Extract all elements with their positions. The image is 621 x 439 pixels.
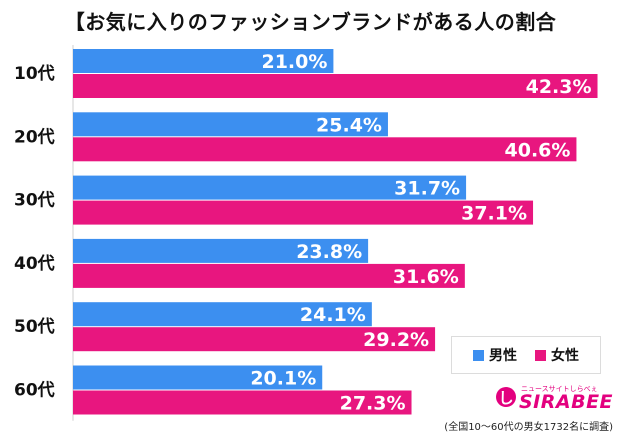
data-label-male: 21.0% [261, 51, 327, 73]
bar-male [73, 175, 467, 200]
data-label-female: 42.3% [526, 76, 592, 98]
bar-male [73, 238, 369, 263]
legend-item-female: 女性 [535, 345, 579, 365]
legend-label-male: 男性 [489, 348, 517, 364]
bar-female [73, 327, 436, 352]
category-label: 40代 [14, 253, 55, 274]
data-label-female: 40.6% [505, 139, 571, 161]
logo-mark-icon: し [496, 387, 516, 407]
svg-text:し: し [498, 389, 513, 407]
data-label-male: 31.7% [394, 178, 460, 200]
footnote: (全国10〜60代の男女1732名に調査) [444, 422, 613, 433]
bar-male [73, 49, 334, 73]
logo-wordmark: SIRABEE [519, 391, 614, 413]
data-label-male: 23.8% [296, 241, 362, 263]
category-label: 20代 [14, 126, 55, 147]
legend-swatch-male [473, 349, 484, 361]
data-label-female: 27.3% [340, 393, 406, 415]
data-label-female: 37.1% [461, 203, 527, 225]
data-label-male: 20.1% [250, 368, 316, 390]
category-label: 50代 [14, 316, 55, 337]
data-label-male: 24.1% [300, 304, 366, 326]
bar-female [73, 390, 412, 415]
legend-swatch-female [535, 349, 546, 361]
legend-item-male: 男性 [473, 345, 517, 365]
bar-female [73, 200, 534, 225]
legend: 男性 女性 [451, 336, 601, 374]
bar-female [73, 263, 465, 288]
category-label: 60代 [14, 380, 55, 401]
bar-male [73, 365, 323, 390]
bar-male [73, 112, 388, 137]
chart-title: 【お気に入りのファッションブランドがある人の割合 [64, 10, 557, 34]
legend-label-female: 女性 [551, 348, 579, 364]
bar-male [73, 302, 372, 327]
category-label: 10代 [14, 63, 55, 84]
bar-female [73, 137, 577, 162]
category-label: 30代 [14, 190, 55, 211]
sirabee-logo: し ニュースサイトしらべぇ SIRABEE [491, 383, 615, 413]
data-label-female: 29.2% [363, 329, 429, 351]
data-label-female: 31.6% [393, 266, 459, 288]
bar-female [73, 74, 598, 98]
logo-tagline: ニュースサイトしらべぇ [521, 385, 598, 393]
data-label-male: 25.4% [316, 114, 382, 136]
